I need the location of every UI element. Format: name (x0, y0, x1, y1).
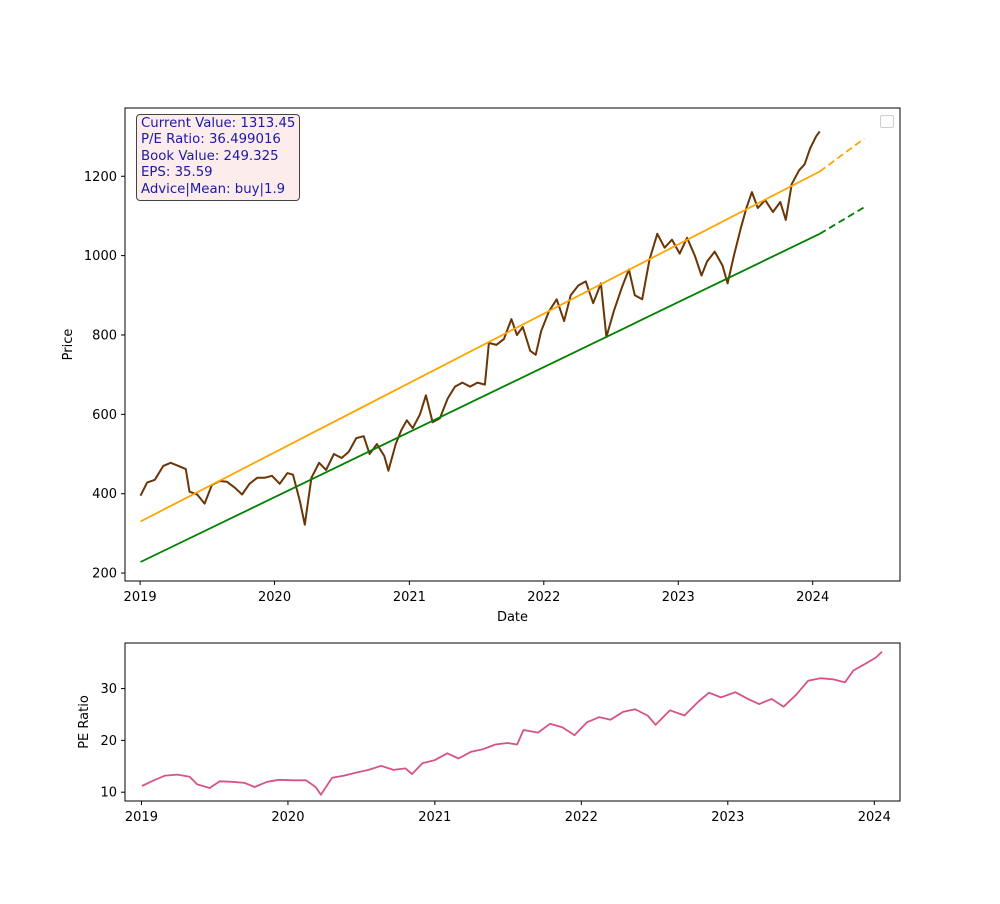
y-tick-label: 600 (92, 408, 117, 423)
info-eps: EPS: 35.59 (141, 165, 213, 181)
x-tick-label: 2020 (258, 590, 291, 605)
y-tick-label: 30 (100, 682, 117, 697)
x-tick-label: 2024 (858, 810, 891, 825)
info-pe-ratio: P/E Ratio: 36.499016 (141, 132, 281, 148)
series-line-0 (141, 651, 883, 796)
x-tick-label: 2022 (527, 590, 560, 605)
legend (880, 115, 894, 128)
x-tick-label: 2023 (711, 810, 744, 825)
y-tick-label: 1000 (84, 249, 117, 264)
x-axis-label: Date (497, 610, 528, 625)
info-current-value: Current Value: 1313.45 (141, 116, 296, 131)
y-tick-label: 800 (92, 328, 117, 343)
axes-frame (124, 642, 901, 802)
x-tick-label: 2019 (124, 590, 157, 605)
series-line-0 (139, 130, 821, 526)
series-line-2 (819, 137, 865, 173)
y-tick-label: 20 (100, 734, 117, 749)
x-tick-label: 2024 (796, 590, 829, 605)
y-tick-label: 400 (92, 487, 117, 502)
price-chart: 2019 2020 2021 2022 2023 2024 200 400 600 800 1000… (61, 107, 901, 625)
x-tick-label: 2023 (662, 590, 695, 605)
series-line-4 (819, 206, 865, 235)
axes-frame (124, 107, 901, 582)
series-line-3 (140, 232, 821, 563)
info-advice-mean: Advice|Mean: buy|1.9 (141, 181, 286, 197)
x-tick-label: 2019 (125, 810, 158, 825)
info-book-value: Book Value: 249.325 (141, 148, 279, 164)
y-tick-label: 10 (100, 786, 117, 801)
pe-ratio-chart: 2019 2020 2021 2022 2023 2024 10 20 30 PE Ratio (77, 642, 901, 825)
y-tick-label: 200 (92, 567, 117, 582)
x-tick-label: 2021 (418, 810, 451, 825)
y-axis-label: PE Ratio (77, 695, 92, 749)
y-tick-label: 1200 (84, 170, 117, 185)
series-line-1 (140, 170, 821, 523)
x-tick-label: 2021 (393, 590, 426, 605)
info-box: Current Value: 1313.45 P/E Ratio: 36.499… (136, 114, 301, 202)
y-axis-label: Price (61, 329, 76, 361)
x-tick-label: 2020 (271, 810, 304, 825)
x-tick-label: 2022 (565, 810, 598, 825)
